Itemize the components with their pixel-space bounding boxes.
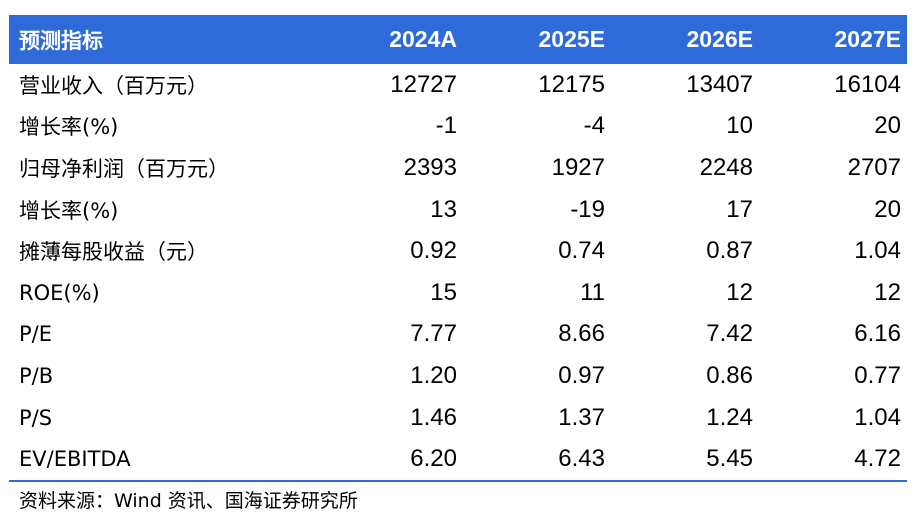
table-cell: 4.72 — [759, 438, 907, 482]
table-cell: 0.97 — [558, 361, 605, 389]
table-cell: 6.43 — [463, 438, 611, 482]
table-row: 增长率(%) -1 -4 10 20 — [9, 106, 907, 148]
table-cell: 0.92 — [410, 237, 457, 265]
table-cell: 1.46 — [410, 403, 457, 431]
table-cell: 0.77 — [854, 361, 901, 389]
table-cell: 20 — [874, 195, 901, 223]
row-label: 归母净利润（百万元） — [19, 156, 229, 181]
table-cell: 1.24 — [706, 403, 753, 431]
header-year: 2025E — [463, 15, 611, 64]
table-cell: 12727 — [390, 70, 457, 98]
source-note: 资料来源：Wind 资讯、国海证券研究所 — [19, 490, 358, 512]
table-cell: 7.42 — [706, 320, 753, 348]
table-cell: 10 — [726, 112, 753, 140]
table-cell: 2248 — [699, 153, 753, 181]
row-label: P/E — [19, 322, 53, 347]
header-year: 2024A — [315, 15, 463, 64]
table-cell: 1927 — [551, 153, 605, 181]
table-cell: 13407 — [686, 70, 753, 98]
header-year: 2027E — [759, 15, 907, 64]
table-cell: 6.20 — [315, 438, 463, 482]
header-year: 2026E — [611, 15, 759, 64]
table-cell: 2707 — [847, 153, 901, 181]
table-cell: 0.86 — [706, 361, 753, 389]
table-cell: 1.37 — [558, 403, 605, 431]
table-cell: 5.45 — [611, 438, 759, 482]
table-cell: 0.74 — [558, 237, 605, 265]
row-label: EV/EBITDA — [9, 438, 315, 482]
table-row: EV/EBITDA 6.20 6.43 5.45 4.72 — [9, 438, 907, 482]
table-row: 营业收入（百万元） 12727 12175 13407 16104 — [9, 64, 907, 106]
table-cell: -19 — [570, 195, 605, 223]
table-cell: 1.20 — [410, 361, 457, 389]
table-cell: 12 — [874, 278, 901, 306]
row-label: P/B — [19, 363, 54, 388]
table-row: P/S 1.46 1.37 1.24 1.04 — [9, 397, 907, 439]
table-cell: 16104 — [834, 70, 901, 98]
table-row: ROE(%) 15 11 12 12 — [9, 272, 907, 314]
table-cell: 0.87 — [706, 237, 753, 265]
header-label: 预测指标 — [9, 15, 315, 64]
table-row: P/B 1.20 0.97 0.86 0.77 — [9, 355, 907, 397]
row-label: 摊薄每股收益（元） — [19, 240, 208, 265]
table-row: 归母净利润（百万元） 2393 1927 2248 2707 — [9, 147, 907, 189]
table-row: 增长率(%) 13 -19 17 20 — [9, 189, 907, 231]
table-cell: 6.16 — [854, 320, 901, 348]
table-header-row: 预测指标 2024A 2025E 2026E 2027E — [9, 15, 907, 64]
table-cell: 13 — [430, 195, 457, 223]
table-cell: 12175 — [538, 70, 605, 98]
table-cell: 1.04 — [854, 237, 901, 265]
table-cell: -1 — [435, 112, 457, 140]
forecast-table-container: 预测指标 2024A 2025E 2026E 2027E 营业收入（百万元） 12… — [9, 15, 907, 482]
table-cell: 15 — [430, 278, 457, 306]
table-row: P/E 7.77 8.66 7.42 6.16 — [9, 314, 907, 356]
table-cell: 20 — [874, 112, 901, 140]
table-row: 摊薄每股收益（元） 0.92 0.74 0.87 1.04 — [9, 230, 907, 272]
table-cell: 12 — [726, 278, 753, 306]
table-cell: 7.77 — [410, 320, 457, 348]
table-cell: 17 — [726, 195, 753, 223]
row-label: P/S — [19, 405, 53, 430]
row-label: ROE(%) — [19, 280, 100, 305]
table-cell: 11 — [580, 278, 605, 306]
table-cell: -4 — [583, 112, 605, 140]
table-cell: 8.66 — [558, 320, 605, 348]
row-label: 增长率(%) — [19, 198, 119, 223]
row-label: 增长率(%) — [19, 115, 119, 140]
forecast-table: 预测指标 2024A 2025E 2026E 2027E 营业收入（百万元） 12… — [9, 15, 907, 482]
row-label: 营业收入（百万元） — [19, 73, 208, 98]
table-cell: 1.04 — [854, 403, 901, 431]
table-cell: 2393 — [403, 153, 457, 181]
